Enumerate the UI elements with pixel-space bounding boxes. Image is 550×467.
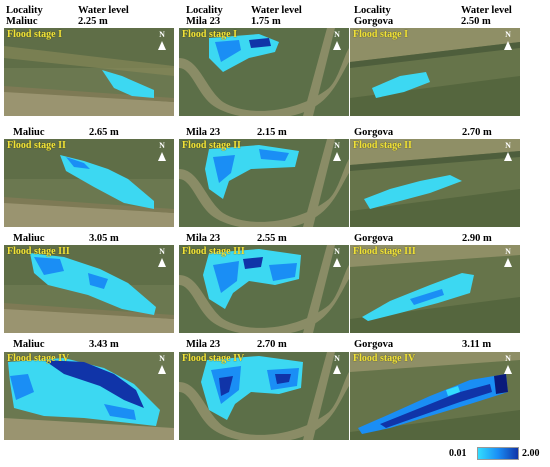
water-level-value: 2.25 m	[78, 16, 108, 27]
water-level-value: 2.70 m	[257, 339, 287, 350]
flood-stage-label: Flood stage I	[7, 29, 62, 40]
locality-name: Maliuc	[13, 339, 45, 350]
locality-name: Mila 23	[186, 339, 221, 350]
north-arrow-icon: N	[158, 355, 166, 375]
legend-color-ramp	[477, 447, 519, 460]
north-arrow-icon: N	[333, 31, 341, 51]
locality-name: Mila 23	[186, 16, 221, 27]
map-panel-mila23-stage-2: Flood stage II N	[179, 139, 349, 227]
north-arrow-icon: N	[158, 248, 166, 268]
north-arrow-icon: N	[504, 142, 512, 162]
flood-stage-label: Flood stage III	[7, 246, 70, 257]
locality-name: Gorgova	[354, 16, 394, 27]
locality-name: Mila 23	[186, 127, 221, 138]
locality-name: Maliuc	[13, 127, 45, 138]
water-level-value: 2.55 m	[257, 233, 287, 244]
legend-min-label: 0.01	[449, 448, 467, 459]
flood-stage-label: Flood stage I	[353, 29, 408, 40]
water-level-value: 2.50 m	[461, 16, 491, 27]
map-panel-maliuc-stage-3: Flood stage III N	[4, 245, 174, 333]
water-level-value: 2.90 m	[462, 233, 492, 244]
locality-name: Gorgova	[354, 127, 394, 138]
north-arrow-icon: N	[504, 31, 512, 51]
satellite-map	[350, 139, 520, 227]
satellite-map	[179, 245, 349, 333]
water-level-header: Water level	[78, 5, 129, 16]
satellite-map	[179, 28, 349, 116]
flood-stage-label: Flood stage III	[353, 246, 416, 257]
north-arrow-icon: N	[158, 142, 166, 162]
locality-header: Locality	[354, 5, 391, 16]
north-arrow-icon: N	[504, 355, 512, 375]
water-level-header: Water level	[461, 5, 512, 16]
map-panel-gorgova-stage-4: Flood stage IV N	[350, 352, 520, 440]
satellite-map	[4, 352, 174, 440]
north-arrow-icon: N	[333, 355, 341, 375]
flood-stage-label: Flood stage I	[182, 29, 237, 40]
map-panel-mila23-stage-4: Flood stage IV N	[179, 352, 349, 440]
flood-area	[372, 72, 430, 98]
map-panel-gorgova-stage-2: Flood stage II N	[350, 139, 520, 227]
map-panel-gorgova-stage-3: Flood stage III N	[350, 245, 520, 333]
water-level-value: 2.65 m	[89, 127, 119, 138]
map-panel-maliuc-stage-2: Flood stage II N	[4, 139, 174, 227]
water-level-value: 2.15 m	[257, 127, 287, 138]
flood-stage-label: Flood stage III	[182, 246, 245, 257]
satellite-map	[4, 139, 174, 227]
north-arrow-icon: N	[504, 248, 512, 268]
map-panel-maliuc-stage-1: Flood stage I N	[4, 28, 174, 116]
water-level-value: 3.43 m	[89, 339, 119, 350]
water-level-value: 3.11 m	[462, 339, 492, 350]
water-level-header: Water level	[251, 5, 302, 16]
flood-area	[60, 155, 154, 209]
north-arrow-icon: N	[333, 248, 341, 268]
flood-stage-label: Flood stage II	[7, 140, 66, 151]
flood-stage-label: Flood stage IV	[182, 353, 245, 364]
legend-max-label: 2.00	[522, 448, 540, 459]
flood-area	[364, 175, 462, 209]
map-panel-mila23-stage-3: Flood stage III N	[179, 245, 349, 333]
flood-stage-label: Flood stage IV	[353, 353, 416, 364]
map-panel-gorgova-stage-1: Flood stage I N	[350, 28, 520, 116]
locality-name: Gorgova	[354, 233, 394, 244]
north-arrow-icon: N	[158, 31, 166, 51]
flood-stage-label: Flood stage IV	[7, 353, 70, 364]
locality-name: Mila 23	[186, 233, 221, 244]
flood-stage-label: Flood stage II	[353, 140, 412, 151]
satellite-map	[179, 139, 349, 227]
satellite-map	[350, 28, 520, 116]
satellite-map	[350, 352, 520, 440]
north-arrow-icon: N	[333, 142, 341, 162]
satellite-map	[179, 352, 349, 440]
water-level-value: 3.05 m	[89, 233, 119, 244]
map-panel-mila23-stage-1: Flood stage I N	[179, 28, 349, 116]
map-panel-maliuc-stage-4: Flood stage IV N	[4, 352, 174, 440]
locality-name: Gorgova	[354, 339, 394, 350]
water-level-value: 2.70 m	[462, 127, 492, 138]
satellite-map	[350, 245, 520, 333]
locality-header: Locality	[6, 5, 43, 16]
satellite-map	[4, 245, 174, 333]
water-level-value: 1.75 m	[251, 16, 281, 27]
locality-header: Locality	[186, 5, 223, 16]
satellite-map	[4, 28, 174, 116]
locality-name: Maliuc	[13, 233, 45, 244]
flood-stage-label: Flood stage II	[182, 140, 241, 151]
flood-area	[102, 70, 154, 98]
locality-name: Maliuc	[6, 16, 38, 27]
